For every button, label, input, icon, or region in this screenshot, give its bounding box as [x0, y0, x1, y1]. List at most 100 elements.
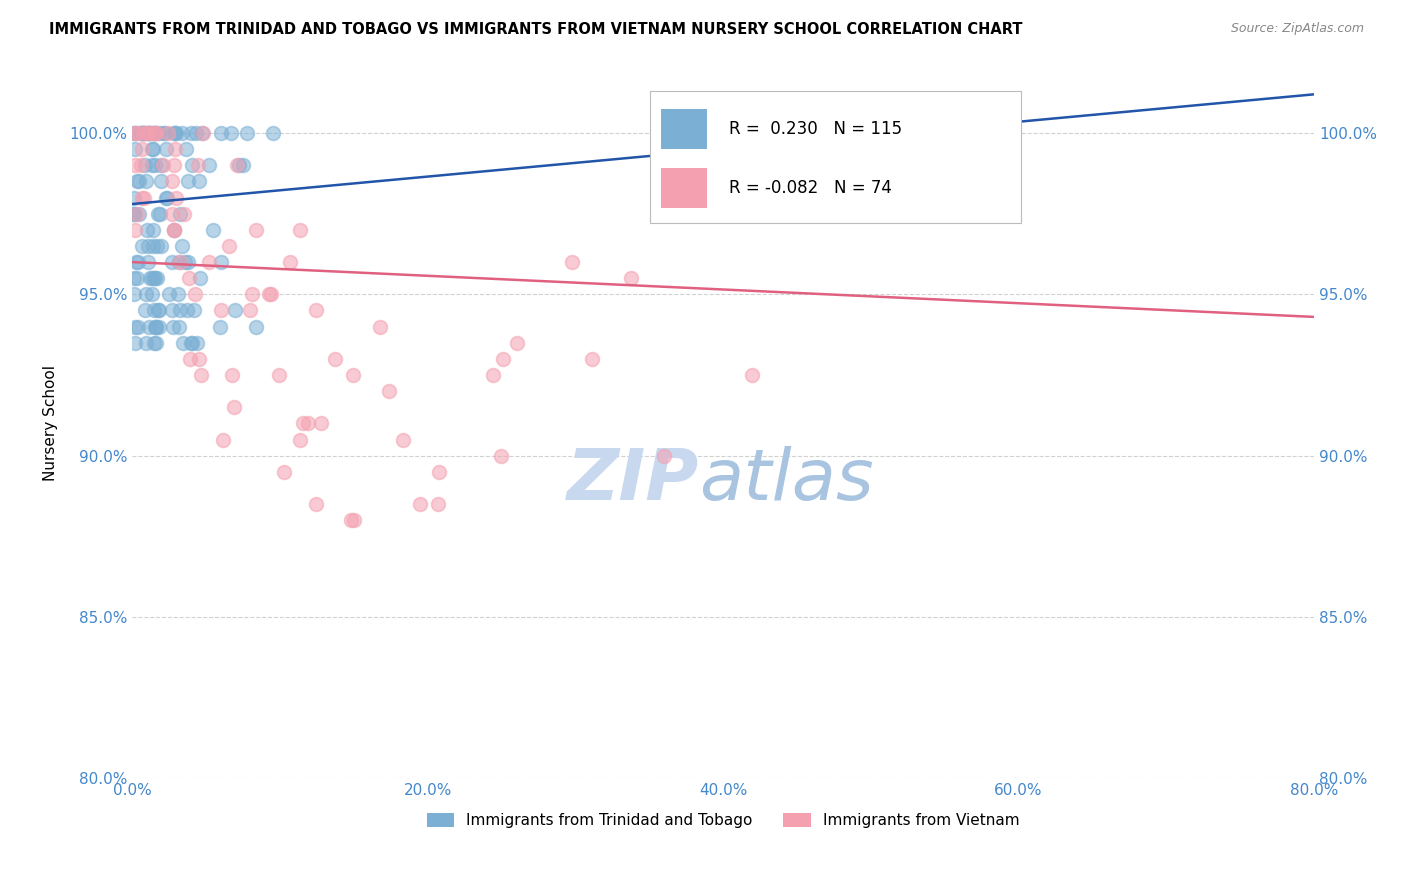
Point — [245, 319, 267, 334]
Point — [221, 368, 243, 382]
Point — [179, 351, 201, 366]
Point — [167, 255, 190, 269]
Point — [127, 255, 149, 269]
Point — [132, 126, 155, 140]
Point — [172, 239, 194, 253]
Point — [224, 303, 246, 318]
Point — [188, 351, 211, 366]
Point — [163, 223, 186, 237]
Point — [208, 319, 231, 334]
Point — [122, 287, 145, 301]
Point — [148, 303, 170, 318]
Point — [177, 255, 200, 269]
Point — [122, 207, 145, 221]
Point — [134, 303, 156, 318]
Point — [141, 126, 163, 140]
Point — [129, 158, 152, 172]
Point — [129, 126, 152, 140]
Point — [128, 174, 150, 188]
Point — [149, 158, 172, 172]
Point — [236, 126, 259, 140]
Point — [169, 303, 191, 318]
Point — [132, 126, 155, 140]
Point — [160, 303, 183, 318]
Point — [145, 319, 167, 334]
Point — [506, 335, 529, 350]
Point — [152, 158, 174, 172]
Point — [188, 271, 211, 285]
Point — [211, 433, 233, 447]
Point — [581, 351, 603, 366]
Point — [127, 126, 149, 140]
Point — [339, 513, 361, 527]
Point — [368, 319, 391, 334]
Point — [162, 223, 184, 237]
Point — [131, 239, 153, 253]
Point — [135, 287, 157, 301]
Point — [188, 174, 211, 188]
Point — [180, 335, 202, 350]
Point — [127, 271, 149, 285]
Point — [177, 271, 200, 285]
Point — [143, 303, 166, 318]
Point — [238, 303, 260, 318]
Text: atlas: atlas — [699, 446, 875, 515]
Point — [136, 126, 159, 140]
Point — [125, 207, 148, 221]
Point — [143, 126, 166, 140]
Legend: Immigrants from Trinidad and Tobago, Immigrants from Vietnam: Immigrants from Trinidad and Tobago, Imm… — [420, 806, 1026, 834]
Point — [145, 126, 167, 140]
Point — [138, 126, 160, 140]
Point — [157, 287, 180, 301]
Point — [172, 335, 194, 350]
Point — [305, 497, 328, 511]
Point — [226, 158, 249, 172]
Point — [143, 126, 166, 140]
Point — [124, 335, 146, 350]
Point — [191, 126, 214, 140]
Point — [183, 303, 205, 318]
Point — [173, 255, 195, 269]
Point — [138, 239, 160, 253]
Point — [160, 174, 183, 188]
Point — [209, 303, 232, 318]
Point — [343, 513, 366, 527]
Point — [138, 126, 160, 140]
Point — [181, 158, 204, 172]
Point — [132, 126, 155, 140]
Point — [155, 126, 177, 140]
Point — [143, 126, 166, 140]
Point — [122, 190, 145, 204]
Point — [167, 319, 190, 334]
Point — [427, 465, 450, 479]
Point — [124, 158, 146, 172]
Point — [180, 126, 202, 140]
Point — [378, 384, 401, 398]
Text: Source: ZipAtlas.com: Source: ZipAtlas.com — [1230, 22, 1364, 36]
Point — [176, 303, 198, 318]
Point — [124, 142, 146, 156]
Point — [129, 126, 152, 140]
Point — [342, 368, 364, 382]
Point — [292, 417, 315, 431]
Point — [278, 255, 301, 269]
Point — [146, 239, 169, 253]
Point — [143, 158, 166, 172]
Point — [187, 158, 209, 172]
Point — [228, 158, 250, 172]
Point — [156, 190, 179, 204]
Point — [290, 433, 312, 447]
Point — [245, 223, 267, 237]
Point — [148, 319, 170, 334]
Point — [163, 223, 186, 237]
Point — [141, 271, 163, 285]
Point — [155, 190, 177, 204]
Y-axis label: Nursery School: Nursery School — [44, 366, 58, 482]
Point — [174, 142, 197, 156]
Text: ZIP: ZIP — [567, 446, 699, 515]
Point — [240, 287, 263, 301]
Point — [305, 303, 328, 318]
Point — [184, 126, 207, 140]
Point — [135, 174, 157, 188]
Point — [482, 368, 505, 382]
